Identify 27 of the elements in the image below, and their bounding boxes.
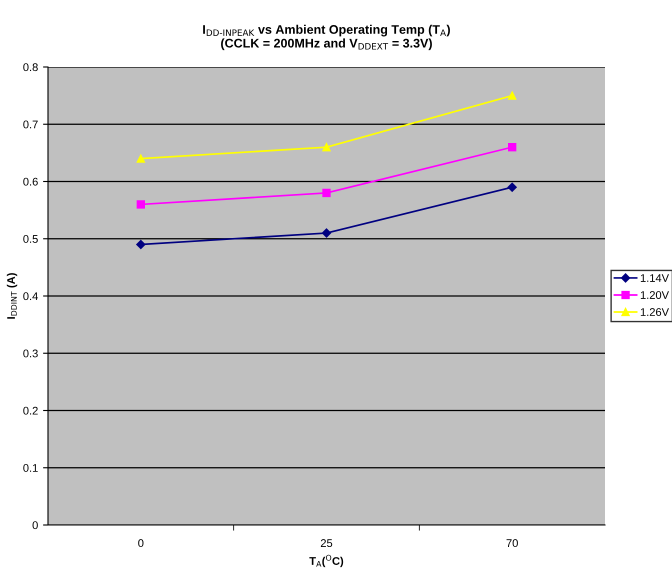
point: [322, 142, 331, 152]
y-tick-label: 0.3: [23, 350, 38, 358]
point: [508, 142, 516, 152]
y-axis-title: I$_{DDINT}$ (A): [6, 273, 18, 319]
point: [136, 240, 146, 250]
x-tick-label: 25: [320, 539, 332, 548]
chart-title: I$_{DD-INPEAK}$ vs Ambient Operating Temp (T$_{A}$) (CCLK = 200MHz and V$_{DDEXT}$ = 3.3V): [203, 24, 450, 50]
legend-label: 1.14V: [640, 274, 669, 282]
x-tick-label: 0: [138, 539, 144, 548]
point: [508, 182, 517, 192]
legend-label: 1.26V: [640, 308, 669, 316]
y-tick-label: 0.5: [23, 235, 38, 243]
y-tick-label: 0.2: [23, 406, 38, 415]
point: [508, 91, 516, 100]
y-tick-label: 0.6: [23, 178, 38, 186]
x-axis-title: T$_{A}$($^{O}$C): [309, 554, 344, 568]
point: [322, 188, 331, 198]
y-tick-label: 0.8: [23, 63, 38, 72]
legend-label: 1.20V: [640, 291, 669, 299]
y-tick-label: 0.7: [23, 120, 38, 128]
point: [136, 200, 145, 209]
point: [322, 228, 332, 238]
point: [136, 154, 145, 163]
y-tick-label: 0: [32, 521, 38, 530]
x-tick-label: 70: [506, 539, 518, 548]
y-tick-label: 0.1: [23, 464, 38, 472]
y-tick-label: 0.4: [23, 292, 38, 300]
